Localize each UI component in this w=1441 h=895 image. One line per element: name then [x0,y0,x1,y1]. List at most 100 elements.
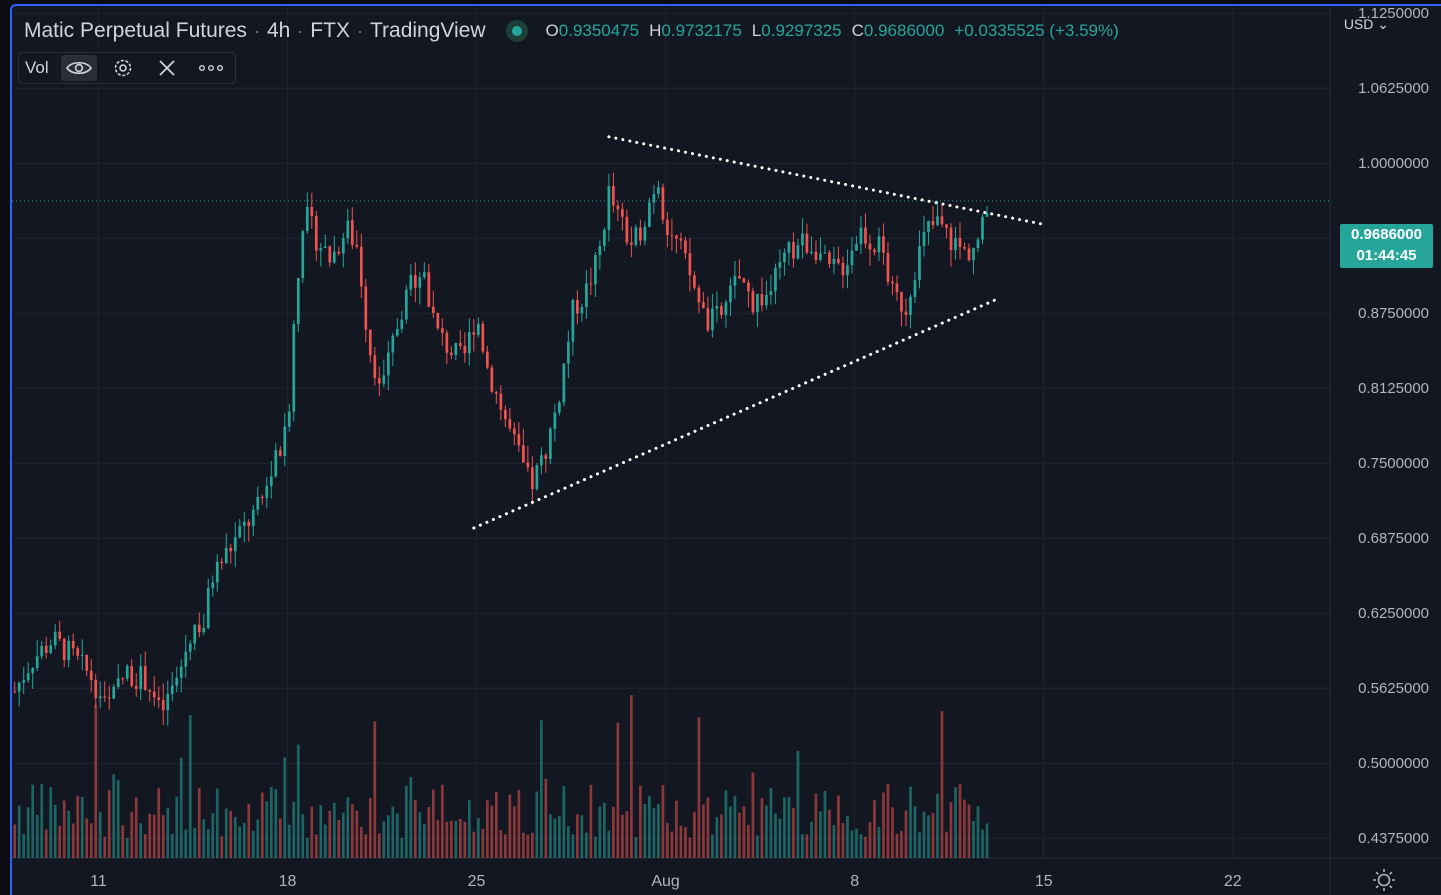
eye-icon[interactable] [60,55,97,81]
candle-body [702,302,705,309]
candle-body [355,244,359,247]
candle-body [431,306,435,313]
market-status-icon[interactable] [505,20,528,42]
candle-body [891,281,894,284]
volume-bar [657,803,660,858]
currency-selector[interactable]: USD ⌄ [1344,16,1389,33]
candle-body [625,216,629,243]
time-tick-label: 18 [279,873,297,890]
candle-body [918,246,921,281]
volume-bar [832,824,836,858]
candle-body [148,689,152,692]
volume-indicator-legend[interactable]: Vol [18,52,236,84]
candle-body [774,267,777,292]
candle-body [233,537,237,552]
candle-body [828,252,831,264]
symbol-name[interactable]: Matic Perpetual Futures [24,19,247,42]
candle-body [634,227,638,245]
candle-body [913,280,917,297]
volume-bar [747,825,750,858]
volume-bar [868,822,872,858]
volume-bar [814,793,818,858]
candle-body [954,237,957,251]
candle-body [751,291,755,313]
volume-bar [585,832,588,858]
close-icon[interactable] [149,55,185,81]
candle-body [661,187,665,220]
chart-canvas[interactable]: 1.12500001.06250001.00000000.93750000.87… [12,6,1441,895]
volume-bar [368,798,372,858]
candle-body [760,294,764,306]
volume-bar [247,803,251,858]
candle-body [445,332,449,353]
candle-body [697,287,701,303]
time-tick-label: Aug [651,873,679,890]
volume-bar [765,805,768,858]
volume-bar [481,828,485,858]
candle-body [224,547,228,564]
volume-bar [31,784,35,858]
candle-body [526,462,530,468]
volume-bar [823,790,827,858]
candle-body [265,485,269,499]
candle-body [652,194,656,203]
candle-body [985,212,989,217]
candle-body [256,496,260,510]
volume-bar [828,809,831,858]
candle-body [121,678,125,680]
volume-bar [301,814,305,858]
volume-bar [679,825,683,858]
volume-bar [346,797,350,858]
volume-bar [670,831,674,858]
candle-body [62,638,66,661]
volume-bar [215,788,219,858]
volume-bar [422,824,426,858]
candle-body [558,402,561,413]
candle-body [927,220,930,232]
volume-bar [319,805,323,858]
candle-body [621,209,624,217]
volume-bar [940,711,944,858]
volume-indicator-label[interactable]: Vol [25,58,49,77]
candle-body [373,355,377,379]
volume-bar [458,819,462,858]
volume-bar [404,785,408,858]
volume-bar [130,811,134,858]
price-tick-label: 0.8125000 [1358,380,1429,397]
volume-bar [733,795,737,858]
volume-bar [170,833,174,858]
volume-bar [139,823,143,858]
candle-body [80,654,84,656]
candle-body [305,207,309,232]
volume-bar [958,784,962,858]
volume-bar [359,826,363,858]
candle-body [648,202,651,227]
chart-frame[interactable]: 1.12500001.06250001.00000000.93750000.87… [10,4,1441,895]
candle-body [580,306,584,314]
candle-body [873,249,876,253]
volume-bar [386,815,390,858]
candle-body [242,521,246,526]
volume-bar [598,806,602,858]
candle-body [522,445,525,463]
price-change: +0.0335525 (+3.59%) [954,21,1119,40]
candle-body [49,645,53,653]
volume-bar [85,818,89,858]
gear-icon[interactable] [105,55,141,81]
candle-body [386,352,390,376]
interval-label[interactable]: 4h [266,19,291,42]
candle-body [440,328,444,333]
volume-bar [148,813,152,858]
candle-body [864,227,867,244]
volume-bar [616,722,620,858]
candle-body [571,300,575,342]
time-tick-label: 11 [90,873,107,890]
candle-body [846,265,849,276]
volume-bar [89,823,93,858]
settings-sun-icon[interactable] [1372,868,1396,892]
candle-body [936,216,939,225]
volume-bar [94,704,98,858]
more-options-icon[interactable] [193,55,229,81]
candle-body [337,251,341,254]
volume-bar [580,815,584,858]
